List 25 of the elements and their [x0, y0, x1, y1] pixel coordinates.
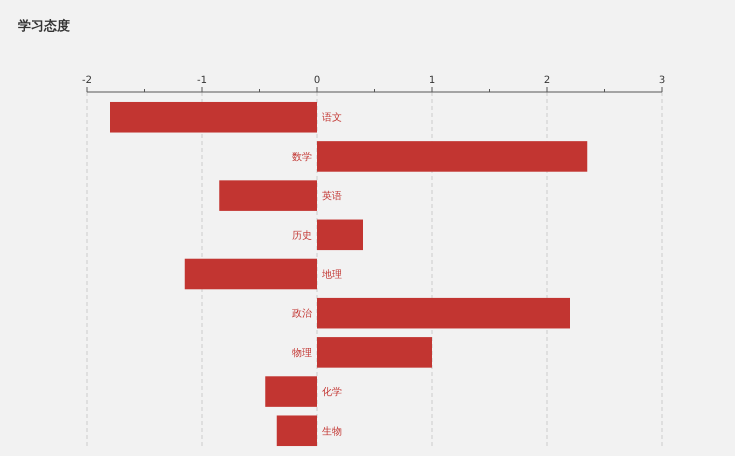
bar	[317, 337, 432, 368]
bar	[265, 376, 317, 407]
x-tick-label: -2	[82, 75, 92, 86]
y-tick-label: 英语	[322, 190, 342, 202]
bar	[317, 220, 363, 250]
x-tick-label: 1	[428, 75, 436, 86]
bar	[184, 258, 317, 290]
y-tick-label: 物理	[292, 348, 312, 359]
bar	[110, 102, 317, 133]
y-tick-label: 数学	[292, 150, 312, 163]
y-tick-label: 地理	[321, 268, 342, 280]
y-tick-label: 生物	[322, 425, 342, 438]
y-tick-label: 语文	[322, 112, 342, 124]
x-tick-label: 3	[658, 75, 666, 86]
y-tick-label: 政治	[292, 308, 312, 320]
x-tick-label: 2	[544, 75, 550, 86]
x-tick-label: 0	[314, 75, 320, 86]
x-tick-label: -1	[197, 75, 207, 86]
y-tick-label: 历史	[292, 229, 312, 242]
chart-title: 学习态度	[18, 18, 70, 34]
bar	[317, 141, 588, 172]
bar	[219, 180, 317, 211]
y-tick-label: 化学	[322, 386, 342, 398]
bar	[276, 415, 317, 446]
bar	[317, 298, 570, 328]
